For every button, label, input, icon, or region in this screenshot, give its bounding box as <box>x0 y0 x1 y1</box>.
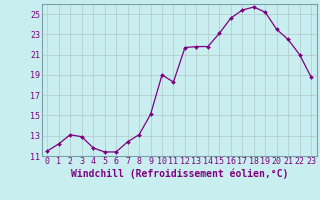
X-axis label: Windchill (Refroidissement éolien,°C): Windchill (Refroidissement éolien,°C) <box>70 168 288 179</box>
